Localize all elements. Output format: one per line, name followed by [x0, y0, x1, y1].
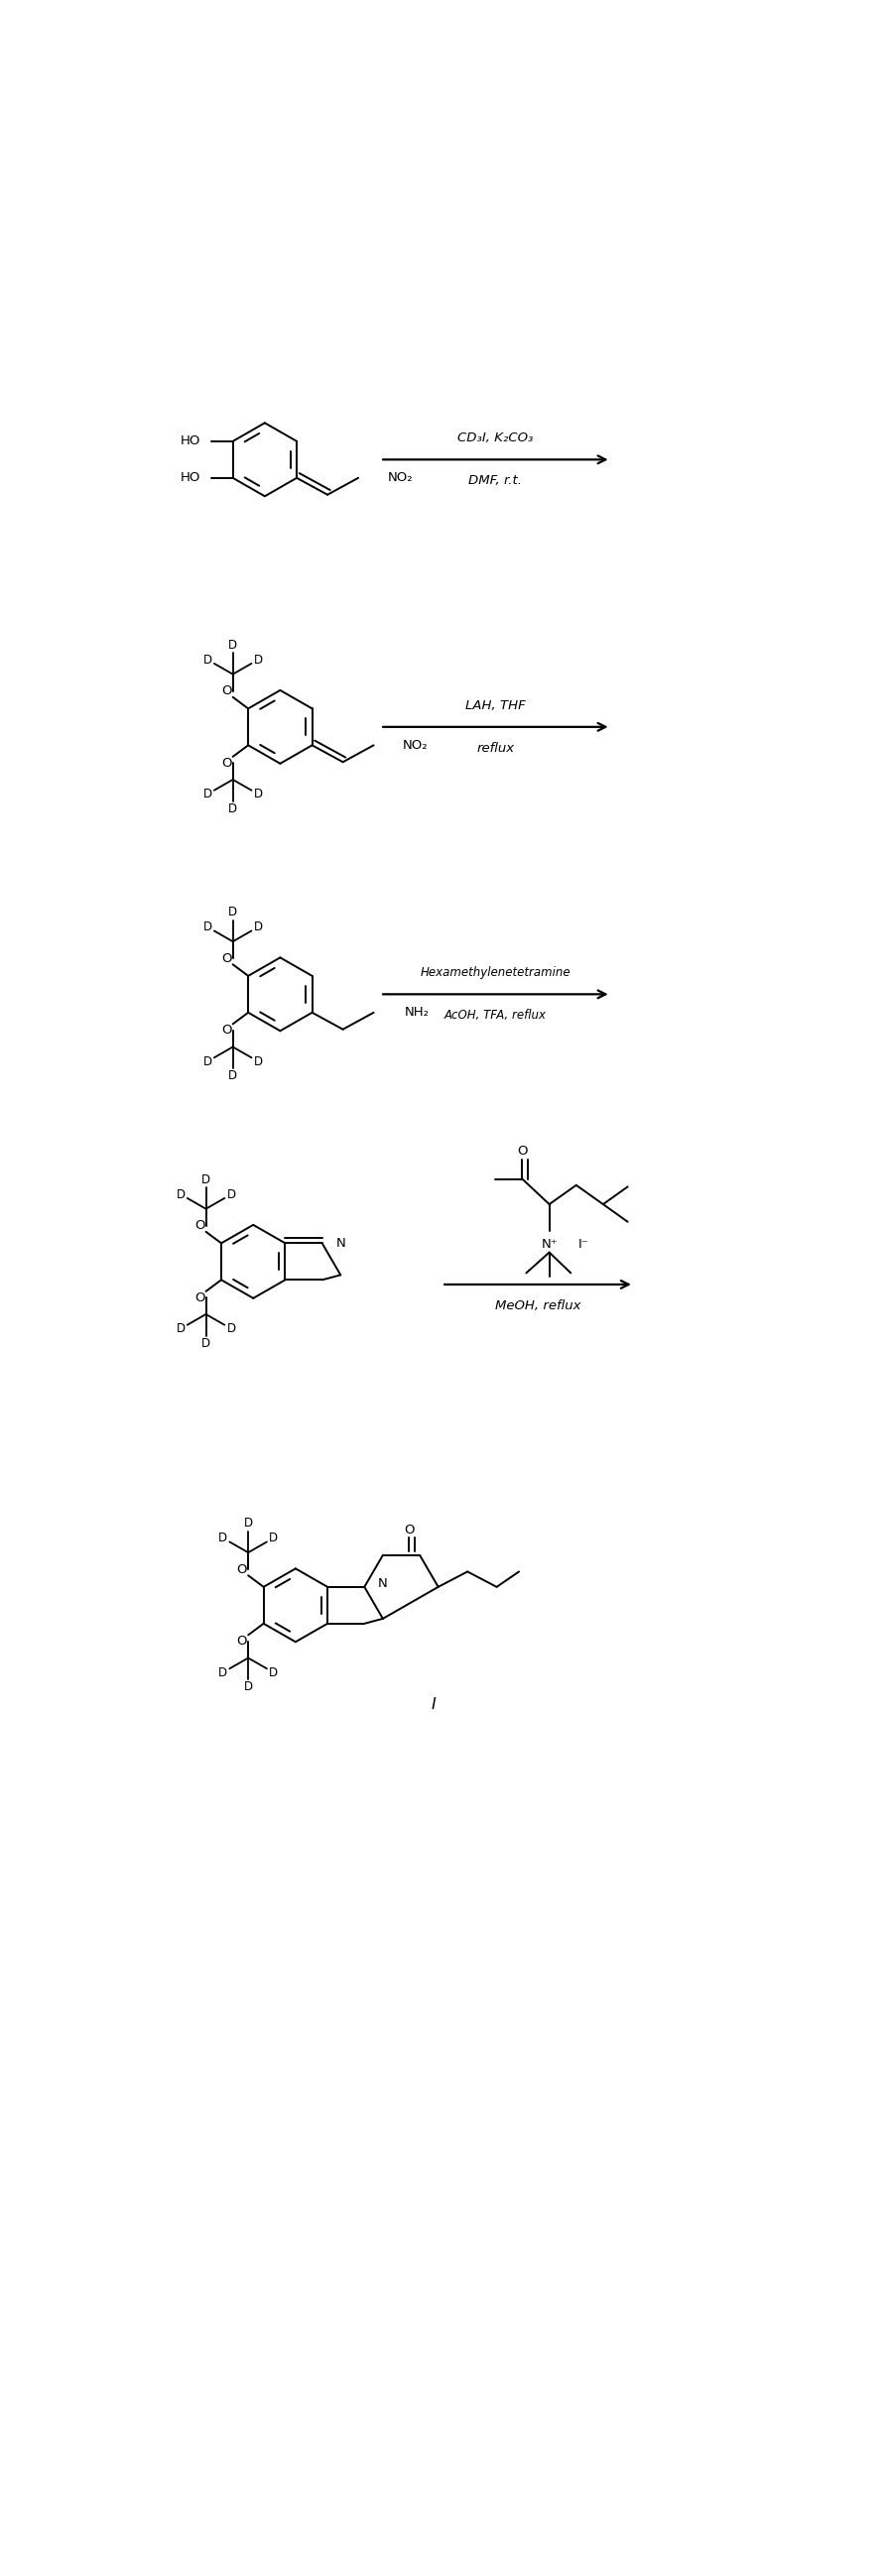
Text: MeOH, reflux: MeOH, reflux — [494, 1298, 580, 1311]
Text: D: D — [203, 654, 212, 667]
Text: D: D — [228, 907, 237, 920]
Text: D: D — [218, 1667, 227, 1680]
Text: I: I — [431, 1698, 436, 1713]
Text: D: D — [176, 1188, 184, 1200]
Text: O: O — [194, 1291, 205, 1303]
Text: D: D — [269, 1667, 278, 1680]
Text: O: O — [221, 757, 232, 770]
Text: D: D — [203, 920, 212, 933]
Text: D: D — [243, 1517, 253, 1530]
Text: O: O — [221, 1023, 232, 1036]
Text: O: O — [516, 1144, 527, 1157]
Text: D: D — [218, 1533, 227, 1546]
Text: NO₂: NO₂ — [387, 471, 412, 484]
Text: D: D — [228, 801, 237, 814]
Text: N: N — [335, 1236, 345, 1249]
Text: O: O — [221, 953, 232, 966]
Text: D: D — [228, 639, 237, 652]
Text: N⁺: N⁺ — [540, 1239, 557, 1252]
Text: D: D — [243, 1680, 253, 1692]
Text: D: D — [228, 1069, 237, 1082]
Text: O: O — [237, 1636, 247, 1649]
Text: D: D — [254, 920, 263, 933]
Text: O: O — [194, 1218, 205, 1231]
Text: O: O — [237, 1564, 247, 1577]
Text: O: O — [221, 685, 232, 698]
Text: D: D — [203, 788, 212, 801]
Text: HO: HO — [180, 435, 200, 448]
Text: D: D — [254, 1056, 263, 1069]
Text: reflux: reflux — [476, 742, 514, 755]
Text: LAH, THF: LAH, THF — [465, 698, 525, 711]
Text: HO: HO — [180, 471, 200, 484]
Text: D: D — [176, 1321, 184, 1334]
Text: D: D — [226, 1321, 235, 1334]
Text: CD₃I, K₂CO₃: CD₃I, K₂CO₃ — [457, 433, 533, 446]
Text: O: O — [404, 1522, 413, 1535]
Text: D: D — [201, 1175, 210, 1188]
Text: I⁻: I⁻ — [578, 1239, 589, 1252]
Text: N: N — [377, 1577, 387, 1589]
Text: D: D — [254, 654, 263, 667]
Text: Hexamethylenetetramine: Hexamethylenetetramine — [420, 966, 570, 979]
Text: D: D — [254, 788, 263, 801]
Text: D: D — [269, 1533, 278, 1546]
Text: D: D — [226, 1188, 235, 1200]
Text: NH₂: NH₂ — [404, 1007, 428, 1020]
Text: DMF, r.t.: DMF, r.t. — [468, 474, 522, 487]
Text: D: D — [201, 1337, 210, 1350]
Text: AcOH, TFA, reflux: AcOH, TFA, reflux — [444, 1010, 546, 1023]
Text: D: D — [203, 1056, 212, 1069]
Text: NO₂: NO₂ — [403, 739, 428, 752]
